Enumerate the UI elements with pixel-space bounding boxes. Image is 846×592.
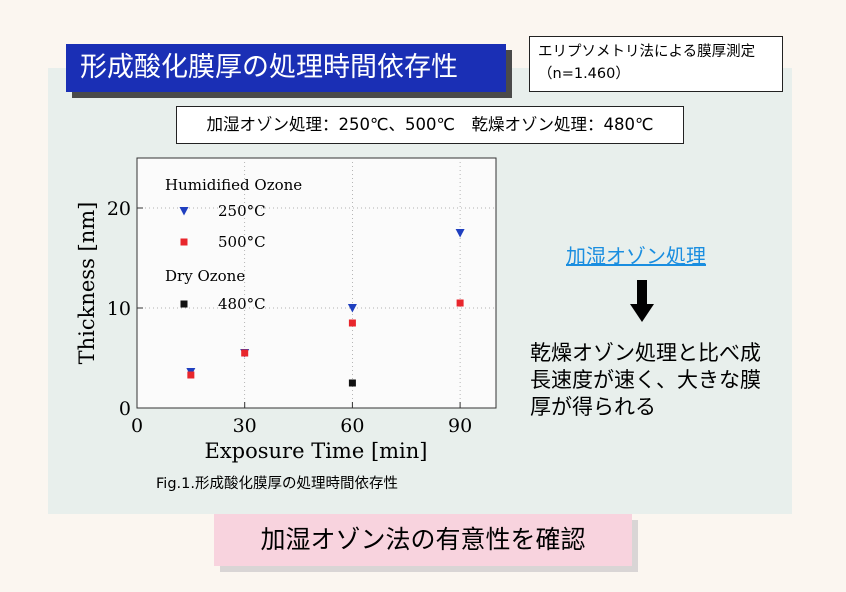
y-tick-label: 0	[119, 398, 131, 420]
thickness-chart: 0 30 60 90 0 10 20 Humidified Ozone 250°C 500°C D…	[75, 157, 497, 463]
x-tick-label: 90	[448, 415, 472, 437]
legend-label: 250°C	[218, 202, 266, 220]
figure-caption: Fig.1.形成酸化膜厚の処理時間依存性	[156, 476, 398, 492]
legend-marker	[180, 300, 188, 308]
data-point-500c	[348, 319, 356, 327]
data-points	[186, 229, 465, 387]
legend-marker	[180, 238, 188, 246]
down-arrow-icon	[630, 280, 654, 322]
x-tick-label: 30	[233, 415, 257, 437]
method-note: エリプソメトリ法による膜厚測定（n=1.460）	[529, 36, 783, 92]
legend-marker	[179, 207, 189, 216]
legend-label: 500°C	[218, 233, 266, 251]
y-tick-label: 10	[107, 298, 131, 320]
data-point-500c	[187, 371, 195, 379]
y-tick-label: 20	[107, 198, 131, 220]
data-point-500c	[241, 349, 249, 357]
data-point-250c	[455, 229, 465, 238]
conclusion-text: 乾燥オゾン処理と比べ成長速度が速く、大きな膜厚が得られる	[530, 341, 761, 419]
bottom-banner: 加湿オゾン法の有意性を確認	[214, 514, 632, 566]
data-point-500c	[456, 299, 464, 307]
x-tick-label: 0	[131, 415, 143, 437]
x-tick-label: 60	[340, 415, 364, 437]
grid	[136, 158, 496, 409]
legend-group-dry: Dry Ozone	[165, 267, 245, 285]
y-axis-label: Thickness [nm]	[75, 202, 99, 365]
tick-labels: 0 30 60 90 0 10 20	[107, 198, 472, 437]
conditions-label: 加湿オゾン処理：250℃、500℃ 乾燥オゾン処理：480℃	[176, 106, 684, 144]
data-point-250c	[347, 304, 357, 313]
x-axis-label: Exposure Time [min]	[205, 439, 428, 463]
plot-area	[136, 157, 497, 409]
humidified-ozone-link[interactable]: 加湿オゾン処理	[566, 244, 706, 268]
slide-title: 形成酸化膜厚の処理時間依存性	[66, 44, 506, 92]
data-point-480c	[348, 379, 356, 387]
legend-label: 480°C	[218, 295, 266, 313]
legend-group-humidified: Humidified Ozone	[165, 176, 302, 194]
legend: Humidified Ozone 250°C 500°C Dry Ozone 480°C	[165, 176, 302, 313]
